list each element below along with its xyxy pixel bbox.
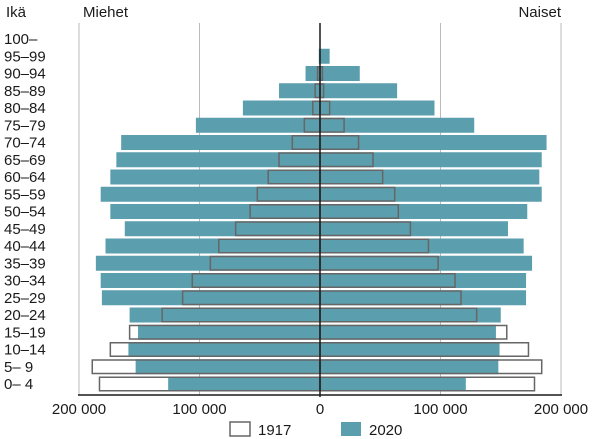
bar-2020-men	[168, 376, 320, 392]
age-group-label: 10–14	[4, 342, 46, 359]
bar-2020-men	[305, 66, 320, 81]
age-group-label: 55–59	[4, 186, 46, 203]
bar-2020-men	[279, 83, 320, 99]
bar-2020-men	[95, 255, 321, 271]
women-label: Naiset	[518, 4, 561, 21]
bar-2020-women	[320, 135, 547, 150]
legend-swatch-2020	[341, 422, 361, 436]
age-group-label: 20–24	[4, 307, 46, 324]
bar-2020-women	[320, 359, 499, 375]
age-group-label: 70–74	[4, 135, 46, 152]
age-group-label: 50–54	[4, 204, 46, 221]
x-tick-label: 0	[316, 401, 324, 418]
bar-2020-women	[320, 221, 508, 237]
age-group-label: 30–34	[4, 273, 46, 290]
bar-2020-women	[320, 342, 500, 357]
bar-2020-men	[195, 117, 320, 133]
bar-2020-men	[138, 324, 320, 340]
age-group-label: 80–84	[4, 100, 46, 117]
bar-2020-men	[100, 186, 320, 202]
bar-2020-women	[320, 117, 475, 133]
bar-2020-women	[320, 307, 501, 323]
age-group-label: 35–39	[4, 255, 46, 272]
age-group-label: 60–64	[4, 169, 46, 186]
bar-2020-women	[320, 290, 527, 306]
x-tick-label: 100 000	[172, 401, 226, 418]
bar-2020-women	[320, 324, 496, 340]
x-tick-label: 200 000	[52, 401, 106, 418]
bar-2020-women	[320, 169, 540, 185]
bar-2020-men	[116, 152, 320, 168]
bars-2020	[95, 48, 547, 392]
legend: 1917 2020	[229, 421, 402, 439]
bar-2020-men	[105, 238, 320, 254]
bar-2020-women	[320, 255, 533, 271]
legend-label-2020: 2020	[369, 422, 402, 439]
age-group-label: 100–	[4, 31, 38, 48]
bar-2020-men	[101, 290, 321, 306]
age-group-label: 25–29	[4, 290, 46, 307]
bar-2020-women	[320, 100, 435, 116]
bar-2020-women	[320, 66, 360, 81]
bar-2020-men	[100, 273, 320, 288]
age-group-label: 40–44	[4, 238, 46, 255]
legend-swatch-1917	[229, 421, 251, 437]
age-group-label: 85–89	[4, 83, 46, 100]
bar-2020-women	[320, 273, 527, 288]
bar-2020-men	[129, 307, 320, 323]
age-group-label: 90–94	[4, 66, 46, 83]
bar-2020-women	[320, 376, 466, 392]
age-group-label: 95–99	[4, 48, 46, 65]
age-group-label: 5– 9	[4, 359, 33, 376]
bar-2020-women	[320, 152, 542, 168]
x-tick-label: 200 000	[534, 401, 588, 418]
age-group-label: 65–69	[4, 152, 46, 169]
bar-2020-women	[320, 48, 330, 64]
x-tick-labels: 200 000 100 000 0 100 000 200 000	[52, 401, 588, 418]
bar-2020-men	[110, 204, 320, 219]
axes	[78, 23, 562, 397]
bar-2020-men	[110, 169, 320, 185]
bar-2020-men	[124, 221, 320, 237]
age-group-label: 15–19	[4, 324, 46, 341]
bar-2020-men	[121, 135, 320, 150]
bar-2020-women	[320, 204, 528, 219]
age-group-label: 75–79	[4, 117, 46, 134]
bar-2020-men	[135, 359, 320, 375]
bar-2020-men	[128, 342, 320, 357]
age-group-label: 45–49	[4, 221, 46, 238]
bar-2020-women	[320, 238, 524, 254]
x-tick-label: 100 000	[413, 401, 467, 418]
bar-2020-women	[320, 83, 398, 99]
legend-label-1917: 1917	[258, 422, 291, 439]
men-label: Miehet	[83, 4, 129, 21]
y-axis-label: Ikä	[6, 4, 27, 21]
age-group-label: 0– 4	[4, 376, 33, 393]
bar-2020-men	[242, 100, 320, 116]
bar-2020-women	[320, 186, 542, 202]
age-group-labels: 100–95–9990–9485–8980–8475–7970–7465–696…	[4, 31, 46, 393]
